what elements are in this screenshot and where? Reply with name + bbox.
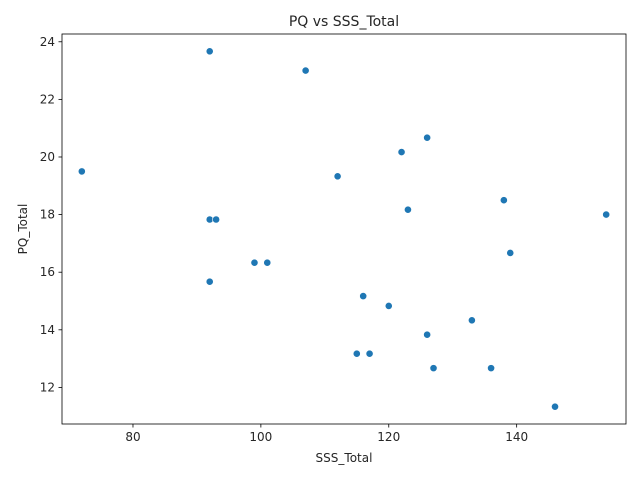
x-tick-label: 120	[377, 430, 400, 444]
y-tick-label: 22	[40, 92, 55, 106]
data-point	[333, 172, 342, 181]
y-tick-label: 12	[40, 380, 55, 394]
data-point	[263, 258, 272, 267]
y-tick-label: 20	[40, 150, 55, 164]
data-point	[499, 196, 508, 205]
data-point	[359, 292, 368, 301]
data-point	[77, 167, 86, 176]
data-point	[423, 330, 432, 339]
chart-title: PQ vs SSS_Total	[289, 14, 399, 30]
data-point	[429, 364, 438, 373]
data-point	[487, 364, 495, 373]
y-tick-label: 14	[40, 323, 55, 337]
data-point	[506, 249, 515, 257]
data-point	[602, 210, 611, 219]
x-tick-label: 100	[249, 430, 272, 444]
data-point	[397, 148, 406, 156]
data-point	[212, 215, 221, 224]
y-tick-label: 18	[40, 208, 55, 222]
data-point	[404, 205, 412, 214]
data-point	[352, 349, 361, 358]
x-axis-label: SSS_Total	[316, 451, 373, 465]
y-tick-label: 16	[40, 265, 55, 279]
data-point	[467, 316, 476, 325]
data-point	[205, 277, 214, 286]
x-tick-label: 140	[505, 430, 528, 444]
data-point	[250, 258, 259, 267]
y-axis-label: PQ_Total	[16, 204, 30, 255]
data-point	[384, 302, 393, 310]
data-point	[423, 133, 432, 142]
data-point	[365, 349, 374, 358]
y-tick-label: 24	[40, 35, 55, 49]
data-point	[551, 402, 559, 411]
x-tick-label: 80	[125, 430, 140, 444]
plot-area-frame	[61, 33, 627, 425]
data-point	[301, 66, 310, 75]
data-point	[205, 47, 214, 56]
ticks-layer: 80 100 120 140 12 14 16 18 20 22 24	[40, 35, 528, 444]
points-layer	[77, 47, 611, 411]
